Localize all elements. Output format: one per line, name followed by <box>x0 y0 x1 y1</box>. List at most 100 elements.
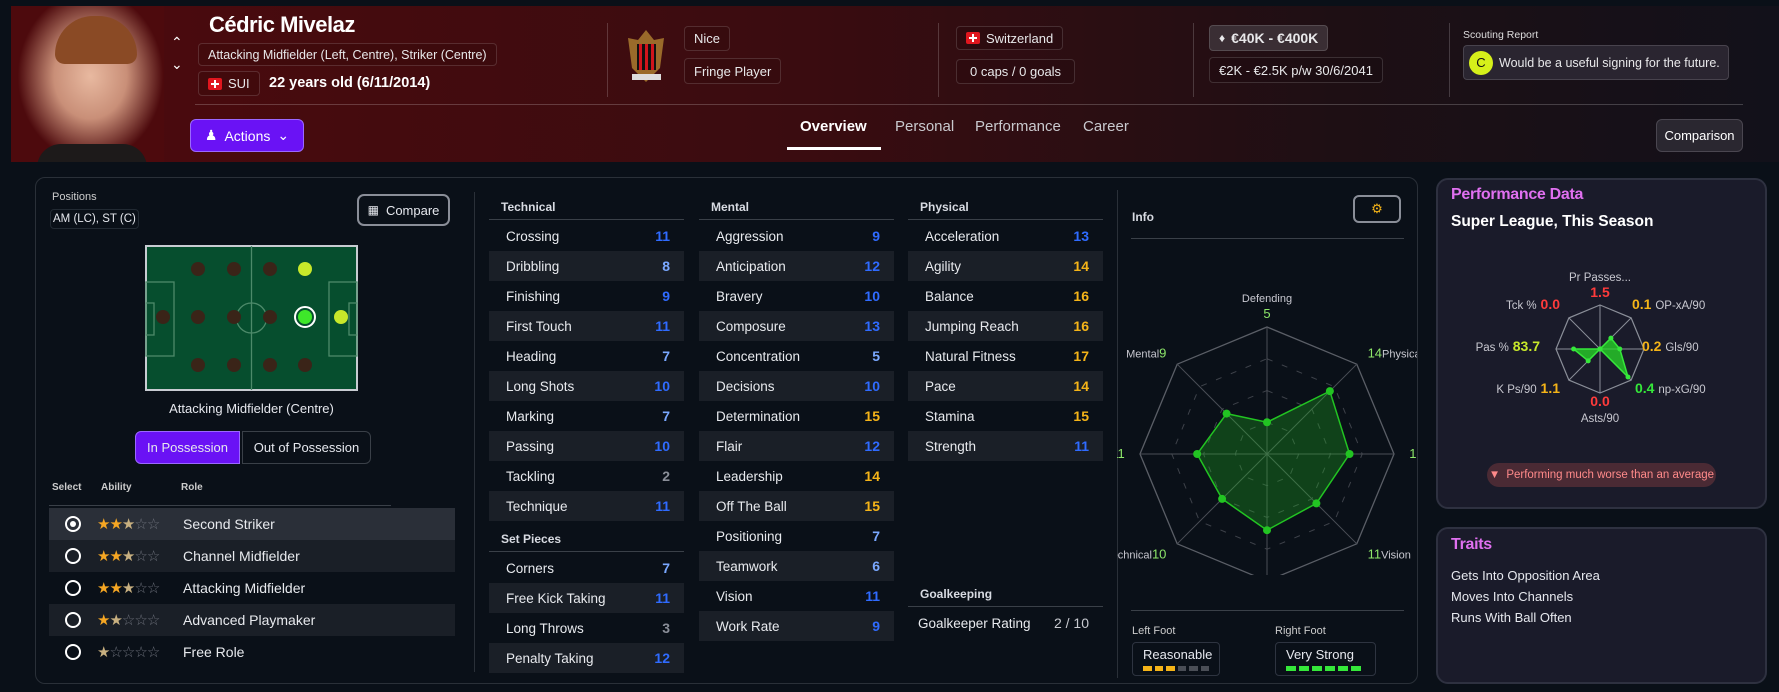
attribute-row[interactable]: First Touch 11 <box>489 311 684 341</box>
attribute-name: Passing <box>506 438 555 454</box>
role-select-radio[interactable] <box>65 516 81 532</box>
club-chip[interactable]: Nice <box>684 26 731 51</box>
natural-position-dot[interactable] <box>298 310 312 324</box>
attribute-row[interactable]: Pace 14 <box>908 371 1103 401</box>
attribute-row[interactable]: Goalkeeper Rating 2 / 10 <box>908 608 1103 638</box>
attribute-row[interactable]: Positioning 7 <box>699 521 894 551</box>
position-dot[interactable] <box>191 262 205 276</box>
star-empty-icon: ☆ <box>134 548 147 565</box>
position-dot[interactable] <box>263 262 277 276</box>
role-row[interactable]: ★★☆☆☆ Advanced Playmaker <box>49 604 455 636</box>
left-foot-label: Left Foot <box>1132 625 1176 637</box>
chevron-down-icon: ⌄ <box>277 127 290 143</box>
position-dot[interactable] <box>298 358 312 372</box>
attribute-row[interactable]: Natural Fitness 17 <box>908 341 1103 371</box>
attribute-row[interactable]: Technique 11 <box>489 491 684 521</box>
tab-personal[interactable]: Personal <box>895 118 955 135</box>
attribute-row[interactable]: Work Rate 9 <box>699 611 894 641</box>
attribute-row[interactable]: Bravery 10 <box>699 281 894 311</box>
attribute-row[interactable]: Balance 16 <box>908 281 1103 311</box>
perf-metric-label: Pr Passes... <box>1569 272 1631 284</box>
tab-overview[interactable]: Overview <box>800 118 867 135</box>
attribute-row[interactable]: Leadership 14 <box>699 461 894 491</box>
divider <box>938 23 939 97</box>
attribute-row[interactable]: Tackling 2 <box>489 461 684 491</box>
attribute-value: 2 <box>662 468 670 484</box>
out-of-possession-tab[interactable]: Out of Possession <box>242 431 371 464</box>
next-player-icon[interactable]: ⌄ <box>171 56 183 72</box>
attribute-value: 11 <box>655 318 670 334</box>
club-crest-icon[interactable] <box>624 28 669 86</box>
attribute-value: 7 <box>662 348 670 364</box>
position-dot[interactable] <box>227 262 241 276</box>
role-select-radio[interactable] <box>65 580 81 596</box>
comparison-button[interactable]: Comparison <box>1656 119 1743 152</box>
role-row[interactable]: ★★★☆☆ Attacking Midfielder <box>49 572 455 604</box>
attribute-row[interactable]: Marking 7 <box>489 401 684 431</box>
attribute-row[interactable]: Stamina 15 <box>908 401 1103 431</box>
star-half-icon: ★ <box>97 644 110 661</box>
attribute-row[interactable]: Dribbling 8 <box>489 251 684 281</box>
attribute-value: 10 <box>864 378 880 394</box>
role-select-radio[interactable] <box>65 548 81 564</box>
actions-button[interactable]: ♟ Actions ⌄ <box>190 119 304 152</box>
trait-item: Runs With Ball Often <box>1451 610 1572 625</box>
attribute-row[interactable]: Determination 15 <box>699 401 894 431</box>
position-dot[interactable] <box>263 358 277 372</box>
attribute-row[interactable]: Long Throws 3 <box>489 613 684 643</box>
compare-button[interactable]: ▦ Compare <box>357 194 450 226</box>
position-dot[interactable] <box>263 310 277 324</box>
ability-column-header: Ability <box>101 482 132 493</box>
position-dot[interactable] <box>191 310 205 324</box>
attribute-row[interactable]: Flair 12 <box>699 431 894 461</box>
attribute-row[interactable]: Long Shots 10 <box>489 371 684 401</box>
role-select-radio[interactable] <box>65 644 81 660</box>
position-dot[interactable] <box>191 358 205 372</box>
tab-career[interactable]: Career <box>1083 118 1129 135</box>
attribute-row[interactable]: Anticipation 12 <box>699 251 894 281</box>
foot-level-bar <box>1351 666 1361 671</box>
attribute-row[interactable]: Jumping Reach 16 <box>908 311 1103 341</box>
position-dot[interactable] <box>156 310 170 324</box>
previous-player-icon[interactable]: ⌃ <box>171 34 183 50</box>
physical-header: Physical <box>920 200 969 214</box>
attribute-row[interactable]: Finishing 9 <box>489 281 684 311</box>
foot-level-bar <box>1200 666 1209 671</box>
role-select-radio[interactable] <box>65 612 81 628</box>
attribute-row[interactable]: Vision 11 <box>699 581 894 611</box>
tab-performance[interactable]: Performance <box>975 118 1061 135</box>
position-dot[interactable] <box>227 310 241 324</box>
role-row[interactable]: ★☆☆☆☆ Free Role <box>49 636 455 668</box>
attribute-value: 16 <box>1073 288 1089 304</box>
attribute-row[interactable]: Aggression 9 <box>699 221 894 251</box>
attribute-row[interactable]: Strength 11 <box>908 431 1103 461</box>
attribute-value: 3 <box>662 620 670 636</box>
attribute-row[interactable]: Off The Ball 15 <box>699 491 894 521</box>
attribute-row[interactable]: Teamwork 6 <box>699 551 894 581</box>
role-row[interactable]: ★★★☆☆ Channel Midfielder <box>49 540 455 572</box>
natural-position-dot[interactable] <box>298 262 312 276</box>
attribute-row[interactable]: Penalty Taking 12 <box>489 643 684 673</box>
perf-radar-point <box>1617 346 1623 352</box>
attribute-row[interactable]: Concentration 5 <box>699 341 894 371</box>
role-row[interactable]: ★★★☆☆ Second Striker <box>49 508 455 540</box>
attribute-name: Strength <box>925 438 977 454</box>
player-attributes-view-button[interactable]: ⚙ <box>1353 195 1401 223</box>
attribute-row[interactable]: Heading 7 <box>489 341 684 371</box>
attribute-row[interactable]: Corners 7 <box>489 553 684 583</box>
scouting-report[interactable]: C Would be a useful signing for the futu… <box>1463 45 1729 80</box>
in-possession-tab[interactable]: In Possession <box>135 431 240 464</box>
attribute-row[interactable]: Acceleration 13 <box>908 221 1103 251</box>
natural-position-dot[interactable] <box>334 310 348 324</box>
attribute-row[interactable]: Crossing 11 <box>489 221 684 251</box>
attribute-row[interactable]: Decisions 10 <box>699 371 894 401</box>
attribute-name: Long Shots <box>506 378 575 394</box>
attribute-row[interactable]: Composure 13 <box>699 311 894 341</box>
attribute-row[interactable]: Passing 10 <box>489 431 684 461</box>
attribute-row[interactable]: Free Kick Taking 11 <box>489 583 684 613</box>
attribute-value: 11 <box>655 498 670 514</box>
attribute-value: 17 <box>1073 348 1089 364</box>
position-dot[interactable] <box>227 358 241 372</box>
position-pitch <box>145 245 358 391</box>
attribute-row[interactable]: Agility 14 <box>908 251 1103 281</box>
